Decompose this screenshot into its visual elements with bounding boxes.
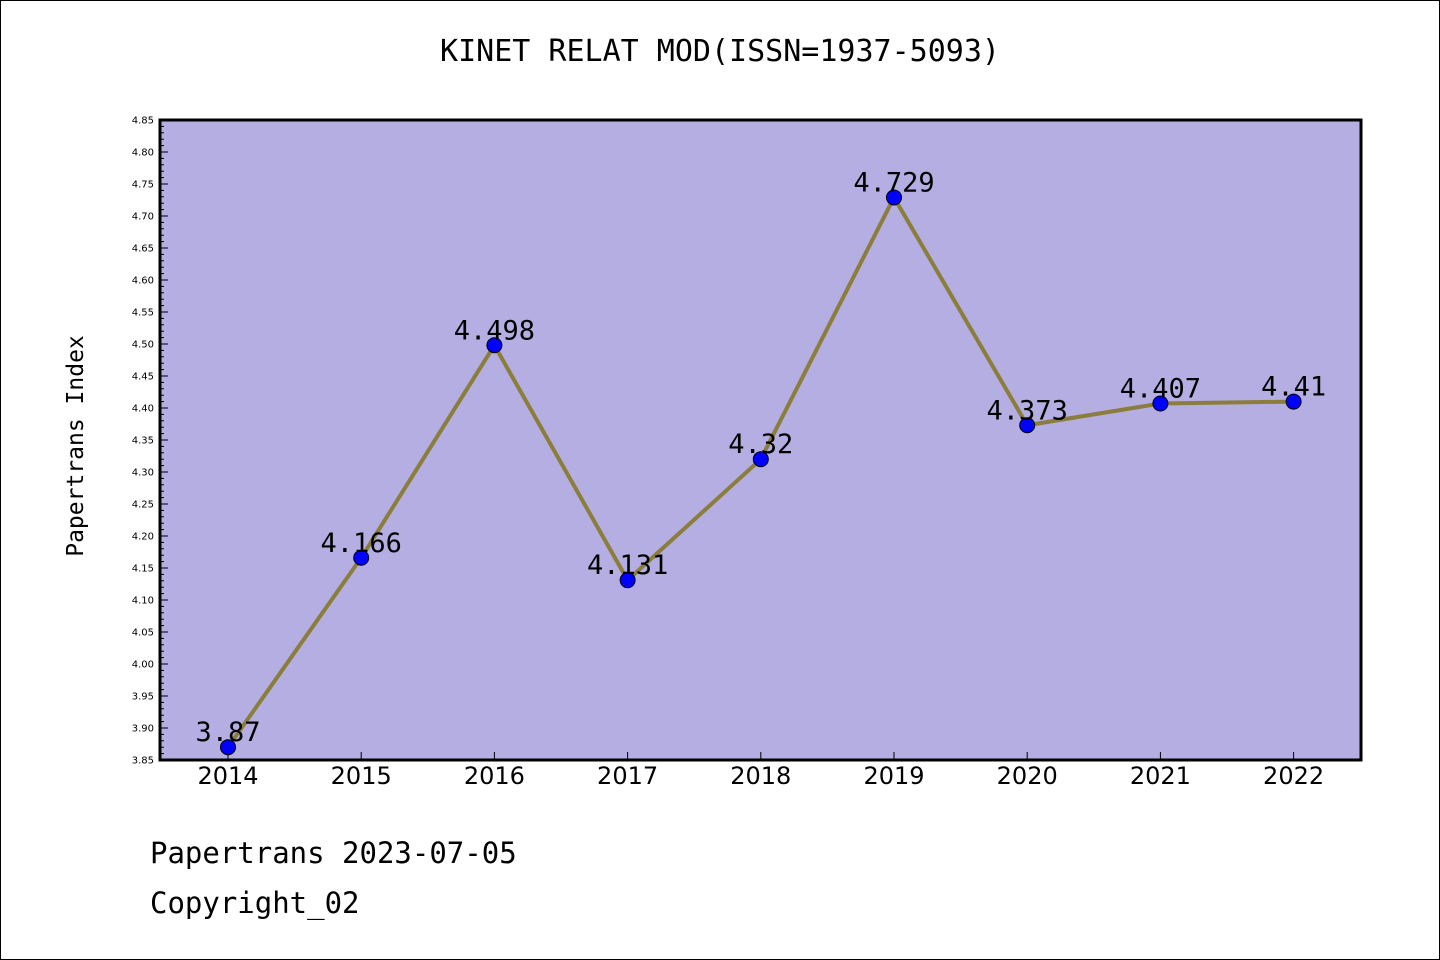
y-tick-label: 4.50 xyxy=(132,340,154,351)
chart-title: KINET RELAT MOD(ISSN=1937-5093) xyxy=(440,34,1000,69)
y-tick-label: 4.35 xyxy=(132,436,154,447)
data-point xyxy=(486,337,503,354)
x-tick-label: 2021 xyxy=(1130,762,1191,790)
footer-copyright-line: Copyright_02 xyxy=(150,886,360,920)
data-label: 4.373 xyxy=(987,395,1068,426)
series-layer: 3.87 4.166 4.498 4.131 4.32 4.729 4.373 4.407 4.… xyxy=(195,167,1326,756)
data-point xyxy=(886,189,902,206)
data-point xyxy=(1152,395,1169,412)
y-tick-label: 4.75 xyxy=(132,180,154,191)
y-tick-label: 4.00 xyxy=(132,660,154,671)
data-label: 4.41 xyxy=(1261,372,1326,403)
y-tick-label: 4.10 xyxy=(132,596,154,607)
y-tick-label: 4.60 xyxy=(132,276,154,287)
y-tick-label: 4.05 xyxy=(132,628,154,639)
data-label: 4.166 xyxy=(321,528,402,559)
data-point xyxy=(220,739,236,756)
data-label: 4.498 xyxy=(454,315,535,346)
y-tick-label: 4.40 xyxy=(132,404,154,415)
y-axis: 3.85 3.90 3.95 4.00 4.05 4.10 4.15 4.20 4.25 4.30… xyxy=(132,116,168,767)
y-tick-label: 4.30 xyxy=(132,468,154,479)
y-tick-label: 4.15 xyxy=(132,564,154,575)
y-tick-label: 4.20 xyxy=(132,532,154,543)
x-tick-label: 2017 xyxy=(597,762,658,790)
y-tick-label: 4.55 xyxy=(132,308,154,319)
data-point xyxy=(353,549,370,566)
x-tick-label: 2015 xyxy=(331,762,392,790)
y-tick-label: 4.70 xyxy=(132,212,154,223)
data-label: 4.407 xyxy=(1120,374,1201,405)
x-axis: 2014 2015 2016 2017 2018 2019 2020 2021 2022 xyxy=(197,752,1324,790)
data-point xyxy=(1019,417,1036,434)
y-tick-label: 3.85 xyxy=(132,756,154,767)
footer-date-line: Papertrans 2023-07-05 xyxy=(150,836,517,870)
data-label: 4.131 xyxy=(587,550,668,581)
x-tick-label: 2014 xyxy=(197,762,258,790)
plot-border xyxy=(158,118,1363,762)
y-tick-label: 3.95 xyxy=(132,692,154,703)
data-point xyxy=(619,572,636,589)
y-tick-label: 4.45 xyxy=(132,372,154,383)
plot-area xyxy=(160,120,1361,760)
x-tick-label: 2019 xyxy=(863,762,924,790)
y-tick-label: 3.90 xyxy=(132,724,154,735)
y-tick-label: 4.85 xyxy=(132,116,154,127)
x-tick-label: 2018 xyxy=(730,762,791,790)
y-tick-label: 4.80 xyxy=(132,148,154,159)
x-tick-label: 2020 xyxy=(997,762,1058,790)
y-tick-label: 4.65 xyxy=(132,244,154,255)
data-label: 4.729 xyxy=(853,167,934,198)
y-tick-label: 4.25 xyxy=(132,500,154,511)
data-point xyxy=(1285,393,1302,410)
x-tick-label: 2022 xyxy=(1263,762,1324,790)
data-point xyxy=(752,451,769,468)
data-label: 4.32 xyxy=(728,429,793,460)
x-tick-label: 2016 xyxy=(464,762,525,790)
data-label: 3.87 xyxy=(195,717,260,748)
